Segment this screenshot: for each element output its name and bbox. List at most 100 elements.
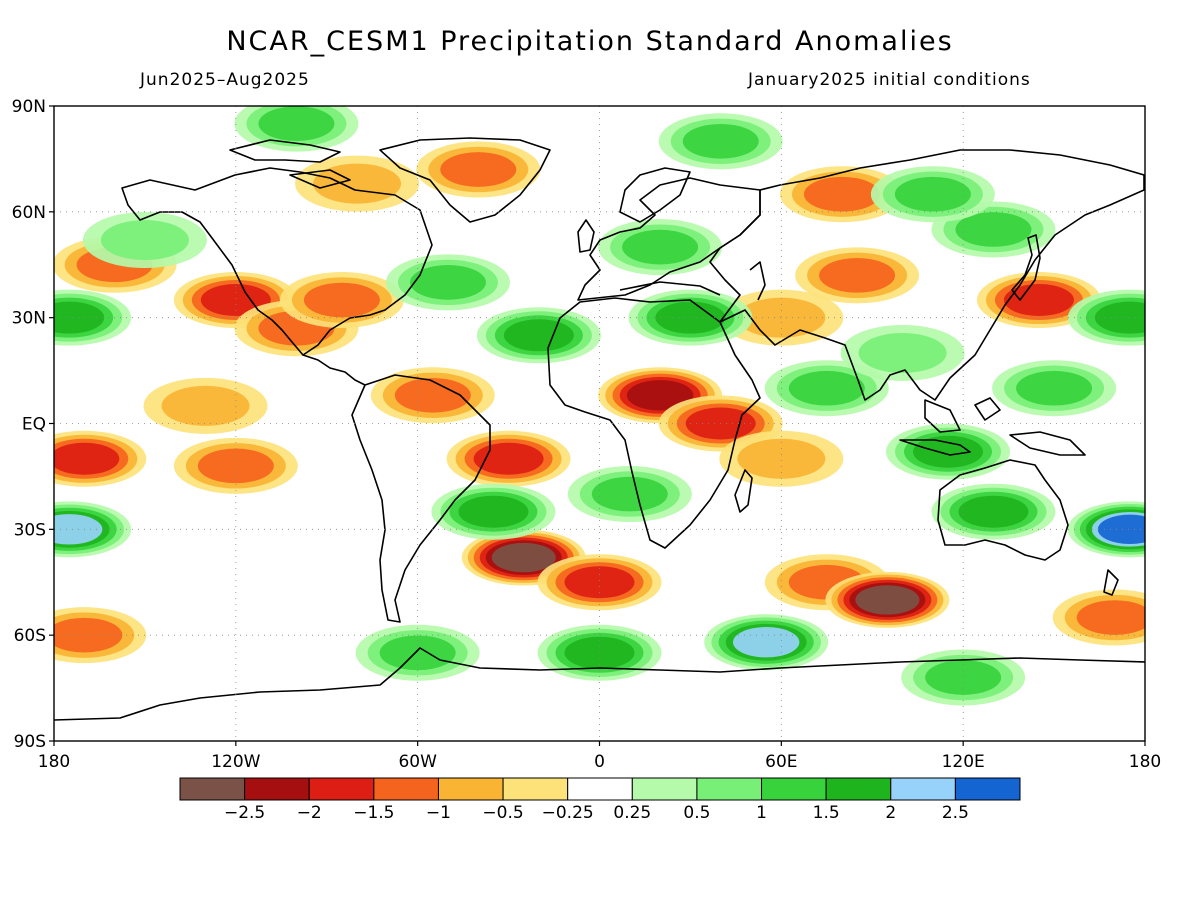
- colorbar-swatch: [696, 777, 763, 801]
- europe-outline: [577, 177, 761, 301]
- anomaly-region: [313, 163, 402, 204]
- anomaly-region: [955, 212, 1032, 247]
- lat-label: 30S: [14, 520, 46, 540]
- anomaly-region: [858, 332, 947, 373]
- anomaly-region: [925, 660, 1002, 695]
- colorbar-label: −2.5: [224, 803, 265, 823]
- anomaly-region: [626, 380, 694, 411]
- coastline: [54, 137, 1145, 721]
- scandinavia-outline: [619, 167, 691, 223]
- colorbar-label: −2: [297, 803, 322, 823]
- colorbar-label: 1.5: [813, 803, 840, 823]
- colorbar-label: −1.5: [353, 803, 394, 823]
- longitude-labels: 180 120W 60W 0 60E 120E 180: [38, 752, 1161, 772]
- forecast-period: Jun2025–Aug2025: [140, 70, 310, 90]
- lat-label: 90N: [12, 97, 46, 117]
- colorbar-swatch: [502, 777, 569, 801]
- colorbar-label: 0.25: [613, 803, 651, 823]
- anomaly-region: [458, 495, 529, 528]
- south-america-outline: [351, 374, 491, 623]
- central-america-outline: [302, 354, 366, 386]
- lat-label: 60S: [14, 626, 46, 646]
- colorbar-swatch: [761, 777, 827, 801]
- colorbar-swatch: [437, 777, 504, 801]
- lon-label: 180: [38, 752, 70, 772]
- latitude-labels: 90N 60N 30N EQ 30S 60S 90S: [12, 97, 46, 752]
- colorbar-swatch: [567, 777, 633, 801]
- lon-label: 180: [1129, 752, 1161, 772]
- greenland-outline: [379, 137, 551, 223]
- anomaly-region: [732, 627, 800, 658]
- colorbar-label: 0.5: [683, 803, 710, 823]
- anomaly-region: [503, 319, 574, 352]
- anomaly-region: [913, 435, 984, 468]
- lon-label: 0: [594, 752, 605, 772]
- anomaly-region: [161, 385, 250, 426]
- lat-label: 60N: [12, 203, 46, 223]
- anomaly-region: [958, 495, 1029, 528]
- asia-outline: [709, 149, 1145, 401]
- maritime-continent-outline: [899, 397, 1086, 456]
- colorbar-swatch: [631, 777, 698, 801]
- anomaly-region: [1097, 514, 1145, 544]
- africa-outline: [547, 297, 761, 549]
- map-area: [54, 106, 1145, 741]
- colorbar-label: 2: [885, 803, 896, 823]
- anomaly-region: [622, 229, 699, 265]
- lat-label: 30N: [12, 309, 46, 329]
- colorbar-label: 1: [756, 803, 767, 823]
- lon-label: 120W: [211, 752, 260, 772]
- anomaly-field: [54, 106, 1145, 706]
- lon-label: 60W: [398, 752, 437, 772]
- anomaly-region: [788, 370, 865, 406]
- colorbar-label: 2.5: [942, 803, 969, 823]
- anomaly-region: [894, 176, 971, 212]
- colorbar-swatch: [825, 777, 892, 801]
- anomaly-region: [1094, 301, 1145, 334]
- anomaly-region: [100, 220, 189, 261]
- anomaly-region: [803, 176, 880, 212]
- antarctica-outline: [54, 647, 1145, 721]
- colorbar-legend: −2.5 −2 −1.5 −1 −0.5 −0.25 0.25 0.5 1 1.5 2 2.5: [179, 777, 1021, 823]
- anomaly-region: [737, 297, 826, 338]
- anomaly-region: [682, 123, 759, 159]
- lat-label: EQ: [22, 415, 46, 435]
- arctic-islands-outline: [229, 139, 351, 189]
- japan-outline: [1011, 234, 1041, 301]
- anomaly-region: [473, 442, 544, 475]
- colorbar-swatch: [179, 777, 246, 801]
- madagascar-outline: [734, 469, 753, 513]
- australia-outline: [937, 459, 1069, 561]
- colorbar-label: −0.25: [542, 803, 594, 823]
- anomaly-region: [409, 265, 486, 300]
- anomaly-region: [54, 617, 123, 653]
- anomaly-region: [1016, 370, 1093, 406]
- anomaly-region: [200, 284, 271, 317]
- initial-conditions: January2025 initial conditions: [748, 70, 1031, 90]
- british-isles-outline: [577, 219, 595, 253]
- anomaly-region: [54, 442, 120, 475]
- anomaly-region: [737, 438, 826, 479]
- lon-label: 60E: [765, 752, 797, 772]
- lon-label: 120E: [942, 752, 985, 772]
- anomaly-region: [855, 585, 920, 615]
- colorbar-swatch: [890, 777, 956, 801]
- colorbar-swatch: [954, 777, 1021, 801]
- axis-ticks: [49, 105, 1146, 746]
- anomaly-region: [591, 476, 668, 512]
- new-zealand-outline: [1103, 569, 1119, 596]
- anomaly-region: [394, 377, 471, 413]
- colorbar-swatch: [373, 777, 439, 801]
- map-title: NCAR_CESM1 Precipitation Standard Anomal…: [226, 26, 954, 57]
- anomaly-region: [564, 566, 635, 599]
- anomaly-region: [1003, 284, 1074, 317]
- anomaly-region: [440, 152, 517, 187]
- anomaly-region: [819, 258, 896, 293]
- colorbar-swatch: [308, 777, 375, 801]
- lat-label: 90S: [14, 732, 46, 752]
- colorbar-label: −0.5: [482, 803, 523, 823]
- anomaly-region: [303, 282, 380, 318]
- colorbar-label: −1: [426, 803, 451, 823]
- anomaly-region: [258, 106, 335, 141]
